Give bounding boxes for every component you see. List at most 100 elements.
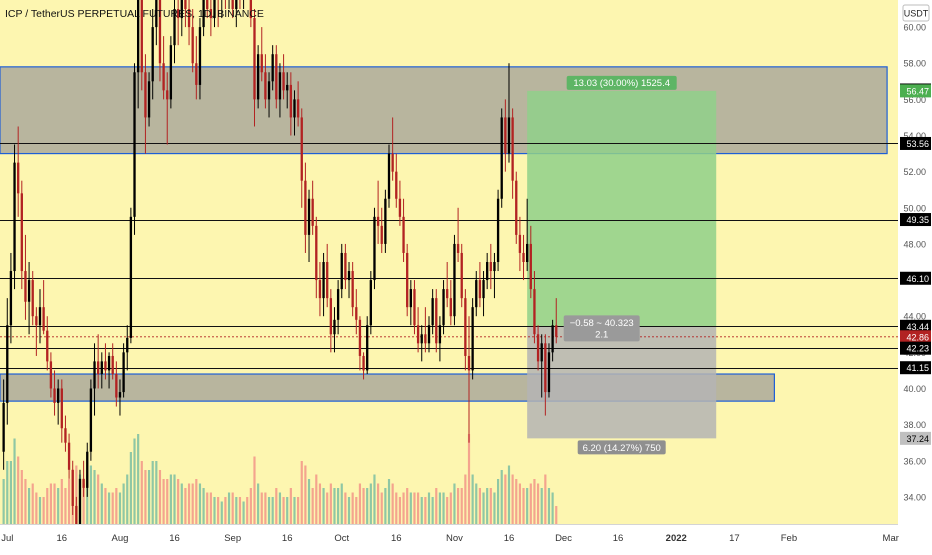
volume-bar <box>89 465 92 524</box>
candle-body <box>184 0 187 10</box>
candle-body <box>27 280 31 302</box>
volume-bar <box>238 497 242 524</box>
volume-bar <box>551 492 554 524</box>
candle-body <box>358 319 362 356</box>
candle-body <box>24 271 27 302</box>
time-axis[interactable]: Jul 16 Aug 16 Sep 16 Oct 16 Nov 16 Dec 16 2022 17 Feb M… <box>0 524 899 550</box>
volume-bar <box>355 497 358 524</box>
candle-body <box>351 271 354 308</box>
volume-bar <box>282 497 285 524</box>
candle-body <box>293 99 296 118</box>
time-tick-label: Sep <box>224 533 241 544</box>
price-axis[interactable]: USDT 60.00 58.00 56.00 54.00 52.00 50.00 48.00… <box>898 0 932 550</box>
time-tick-label: Mar <box>883 533 899 544</box>
volume-bar <box>333 488 336 524</box>
price-tag-label: 37.24 <box>906 434 929 444</box>
volume-bar <box>147 470 151 524</box>
volume-bar <box>24 479 27 524</box>
volume-bar <box>104 488 107 524</box>
candle-body <box>347 271 351 281</box>
time-tick-label: Nov <box>446 533 463 544</box>
volume-bar <box>297 497 300 524</box>
candle-body <box>518 234 522 253</box>
candle-body <box>31 280 34 317</box>
volume-bar <box>293 497 296 524</box>
candle-body <box>547 352 551 393</box>
candle-body <box>533 289 536 335</box>
candle-body <box>446 289 449 299</box>
volume-bar <box>369 483 372 524</box>
volume-bar <box>318 483 322 524</box>
volume-bar <box>315 474 318 524</box>
volume-bar <box>507 465 511 524</box>
price-tag <box>900 84 931 98</box>
volume-bar <box>547 488 551 524</box>
candle-body <box>366 325 369 371</box>
candle-body <box>304 180 307 235</box>
candle-body <box>100 361 103 375</box>
time-tick-label: 16 <box>613 533 624 544</box>
volume-bar <box>337 488 340 524</box>
price-tag-label: 42.86 <box>906 332 929 342</box>
time-tick-label: 16 <box>57 533 68 544</box>
volume-bar <box>533 479 536 524</box>
price-tick-label: 52.00 <box>903 167 926 177</box>
candle-body <box>151 27 154 82</box>
candle-body <box>431 298 434 326</box>
candle-body <box>49 361 53 389</box>
volume-bar <box>140 461 143 524</box>
candle-body <box>64 428 67 443</box>
price-tag-label: 42.23 <box>906 344 929 354</box>
volume-bar <box>271 497 274 524</box>
volume-layer <box>2 434 558 524</box>
volume-bar <box>253 456 256 524</box>
time-tick-label: 2022 <box>666 533 687 544</box>
candle-body <box>391 153 394 172</box>
volume-bar <box>224 497 227 524</box>
volume-bar <box>49 483 52 524</box>
candle-body <box>329 298 333 335</box>
candle-body <box>264 72 267 100</box>
candle-body <box>376 216 380 226</box>
volume-bar <box>158 470 162 524</box>
candle-body <box>202 0 205 28</box>
volume-bar <box>387 479 391 524</box>
candle-body <box>460 252 463 299</box>
candle-body <box>449 298 452 317</box>
volume-bar <box>151 461 154 524</box>
volume-bar <box>9 461 12 524</box>
time-tick-label: Jul <box>1 533 13 544</box>
supply-demand-zone <box>0 66 888 155</box>
candle-body <box>209 9 213 19</box>
volume-bar <box>235 497 238 524</box>
volume-bar <box>191 483 194 524</box>
volume-bar <box>449 492 452 524</box>
volume-bar <box>180 483 183 524</box>
volume-bar <box>427 492 431 524</box>
price-tag <box>900 361 931 375</box>
volume-bar <box>453 483 456 524</box>
candle-body <box>369 280 372 326</box>
time-tick-label: Feb <box>781 533 797 544</box>
price-tick-label: 54.00 <box>903 131 926 141</box>
volume-bar <box>286 497 289 524</box>
candle-body <box>336 289 340 320</box>
candle-body <box>398 198 402 217</box>
candle-body <box>249 0 253 19</box>
candle-body <box>475 280 478 308</box>
candle-body <box>307 198 311 235</box>
candle-body <box>173 9 176 46</box>
candle-body <box>464 298 467 356</box>
candle-body <box>416 325 420 344</box>
price-tick-label: 56.00 <box>903 95 926 105</box>
volume-bar <box>111 492 114 524</box>
candle-body <box>526 243 529 262</box>
candle-body <box>344 252 347 281</box>
volume-bar <box>518 483 521 524</box>
candle-body <box>195 63 198 85</box>
stop-label-box <box>577 440 666 455</box>
candle-body <box>496 198 500 262</box>
volume-bar <box>17 456 20 524</box>
candle-body <box>122 352 125 393</box>
